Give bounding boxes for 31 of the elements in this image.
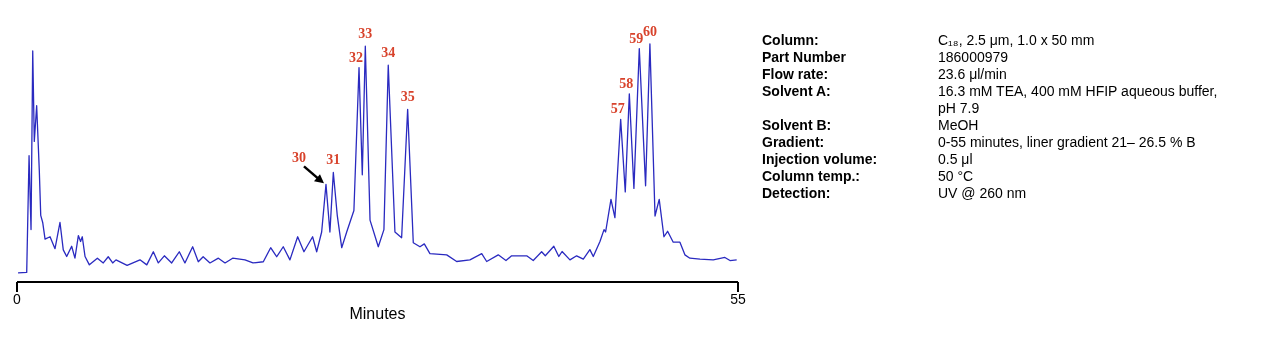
x-tick-label: 0 [13,290,22,307]
text: 0.5 μl [938,151,974,168]
text: Column temp.: [762,168,861,185]
text: Detection: [762,185,832,202]
annotation: 33 [358,26,373,42]
text: Injection volume: [762,151,879,168]
text: 186000979 [938,49,1010,66]
annotation: 35 [400,89,415,105]
text: UV @ 260 nm [938,185,1028,202]
text: C₁₈, 2.5 μm, 1.0 x 50 mm [938,32,1096,49]
text: Solvent A: [762,83,832,101]
annotation: 31 [326,152,341,168]
text: 0-55 minutes, liner gradient 21– 26.5 % B [938,134,1197,151]
text: MeOH [938,117,980,134]
annotation: 32 [349,49,364,65]
annotation: 60 [642,23,657,39]
annotation: 57 [610,101,625,117]
text: Part Number [762,49,848,66]
annotation: 59 [629,30,644,46]
text: Solvent B: [762,117,833,134]
text: 23.6 μl/min [938,66,1008,83]
annotation: 58 [619,75,634,91]
x-axis-title: Minutes [349,305,406,322]
annotation: 34 [381,45,396,61]
text: Gradient: [762,134,826,151]
text: Column: [762,32,820,49]
x-tick-label: 55 [730,290,746,307]
text: 16.3 mM TEA, 400 mM HFIP aqueous buffer, pH 7.9 [938,83,1219,117]
text: Flow rate: [762,66,830,83]
text: 50 °C [938,168,975,185]
annotation: 30 [291,150,306,166]
